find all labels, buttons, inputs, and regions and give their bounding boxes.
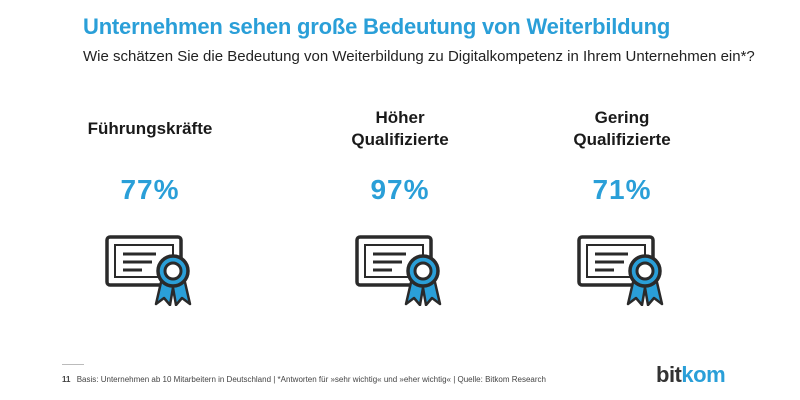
certificate-icon xyxy=(105,235,192,306)
column-value: 77% xyxy=(120,174,180,205)
certificate-icon xyxy=(577,235,664,306)
column-value: 71% xyxy=(592,174,652,205)
bitkom-logo: bitkom xyxy=(656,362,726,388)
column-label: Höher Qualifizierte xyxy=(300,104,500,154)
footer-source-text: Basis: Unternehmen ab 10 Mitarbeitern in… xyxy=(76,375,546,384)
logo-part1: bit xyxy=(656,362,682,387)
page-number: 11 xyxy=(62,375,71,384)
column-label-line2: Qualifizierte xyxy=(351,130,449,149)
column-fuehrungskraefte: Führungskräfte 77% xyxy=(50,104,250,306)
column-label-line1: Führungskräfte xyxy=(87,119,213,138)
column-label-line1: Gering xyxy=(594,108,650,127)
footer-divider xyxy=(62,364,84,365)
logo-part2: kom xyxy=(681,362,726,387)
column-gering-qualifizierte: Gering Qualifizierte 71% xyxy=(522,104,722,306)
column-label-line1: Höher xyxy=(375,108,425,127)
column-label-line2: Qualifizierte xyxy=(573,130,671,149)
certificate-icon xyxy=(355,235,442,306)
page-title: Unternehmen sehen große Bedeutung von We… xyxy=(83,14,671,39)
column-label: Führungskräfte xyxy=(50,104,250,154)
column-hoeher-qualifizierte: Höher Qualifizierte 97% xyxy=(300,104,500,306)
footer: 11 Basis: Unternehmen ab 10 Mitarbeitern… xyxy=(62,375,546,384)
page-subtitle: Wie schätzen Sie die Bedeutung von Weite… xyxy=(83,48,755,65)
column-value: 97% xyxy=(370,174,430,205)
column-label: Gering Qualifizierte xyxy=(522,104,722,154)
